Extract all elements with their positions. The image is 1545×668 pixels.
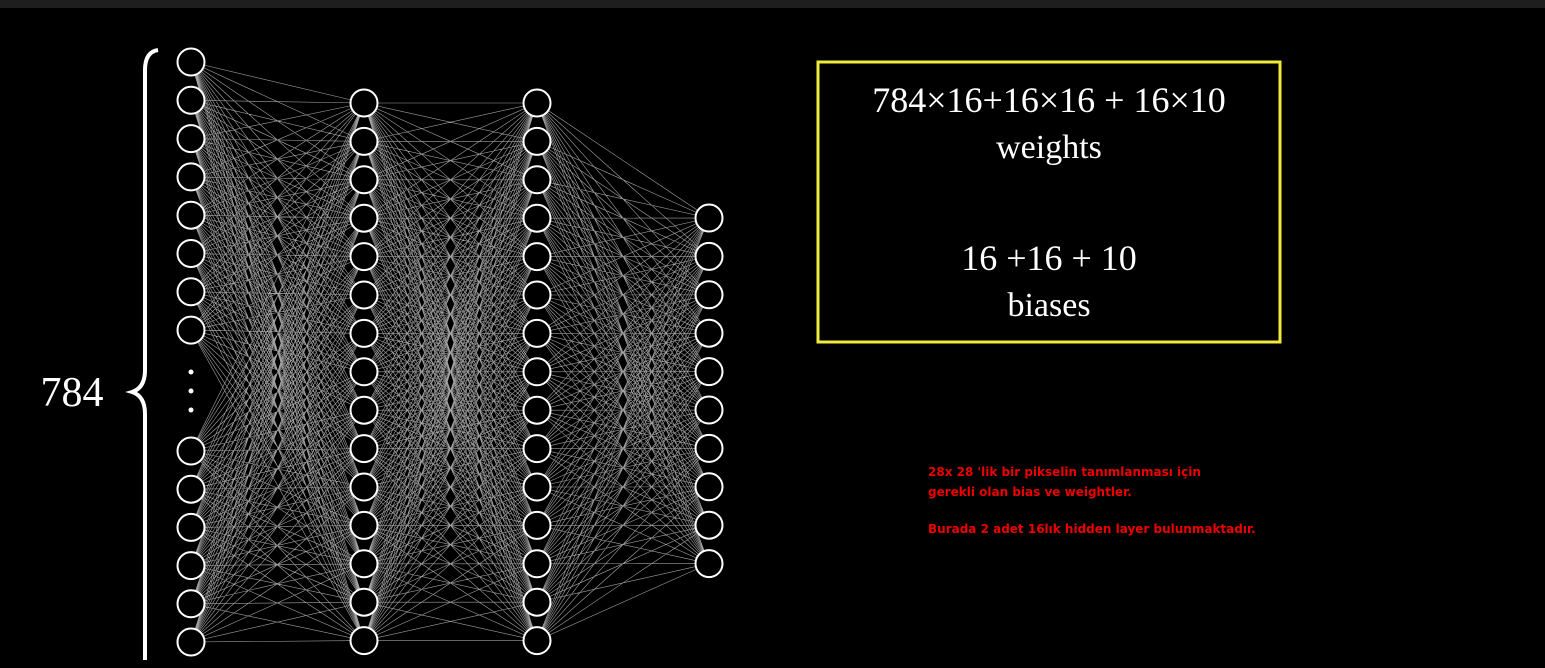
neuron [176,47,206,77]
neuron [349,88,379,118]
neuron [349,318,379,348]
neuron [176,315,206,345]
neuron [694,395,724,425]
neuron [176,589,206,619]
neuron [349,549,379,579]
neuron [694,510,724,540]
neuron [349,395,379,425]
connections [190,61,710,643]
neuron [349,472,379,502]
neuron [349,357,379,387]
neuron [522,318,552,348]
neuron [349,510,379,540]
neuron [522,203,552,233]
neuron [349,280,379,310]
neuron [522,88,552,118]
note: Burada 2 adet 16lık hidden layer bulunma… [928,522,1256,536]
neuron [349,626,379,656]
neuron [522,280,552,310]
weights-expr: 784×16+16×16 + 16×10 [872,80,1226,120]
neuron [522,126,552,156]
neuron [176,124,206,154]
neuron [176,277,206,307]
neuron [349,242,379,272]
neuron [349,165,379,195]
neuron [349,587,379,617]
biases-expr: 16 +16 + 10 [961,238,1137,278]
neuron [522,395,552,425]
note: gerekli olan bias ve weightler. [928,485,1132,499]
neuron [176,85,206,115]
neuron [694,203,724,233]
neuron [176,239,206,268]
neuron [176,551,206,581]
neuron [694,433,724,463]
neuron [522,242,552,272]
neuron [522,549,552,579]
neuron [176,474,206,504]
neuron [522,357,552,387]
neuron [176,627,206,657]
input-count: 784 [41,370,104,416]
neuron [522,165,552,195]
neuron [349,126,379,156]
neuron [694,318,724,348]
neuron [176,200,206,230]
formula-box [816,60,1282,344]
neuron [349,434,379,464]
neurons [176,47,724,657]
neuron [522,587,552,617]
neuron [176,436,206,466]
neuron [522,626,552,656]
top-bar [0,0,1545,8]
note: 28x 28 'lik bir pikselin tanımlanması iç… [928,465,1201,479]
neuron [694,241,724,271]
ellipsis [188,369,194,413]
neuron [694,472,724,502]
neuron [694,280,724,310]
neuron [349,203,379,233]
neuron [176,512,206,542]
neuron [522,434,552,464]
biases-label: biases [1007,287,1090,324]
neuron [694,549,724,579]
neuron [522,510,552,540]
neuron [522,472,552,502]
brace [125,48,159,660]
neuron [176,162,206,192]
neuron [694,357,724,387]
weights-label: weights [996,129,1102,166]
edge-set [190,61,710,643]
